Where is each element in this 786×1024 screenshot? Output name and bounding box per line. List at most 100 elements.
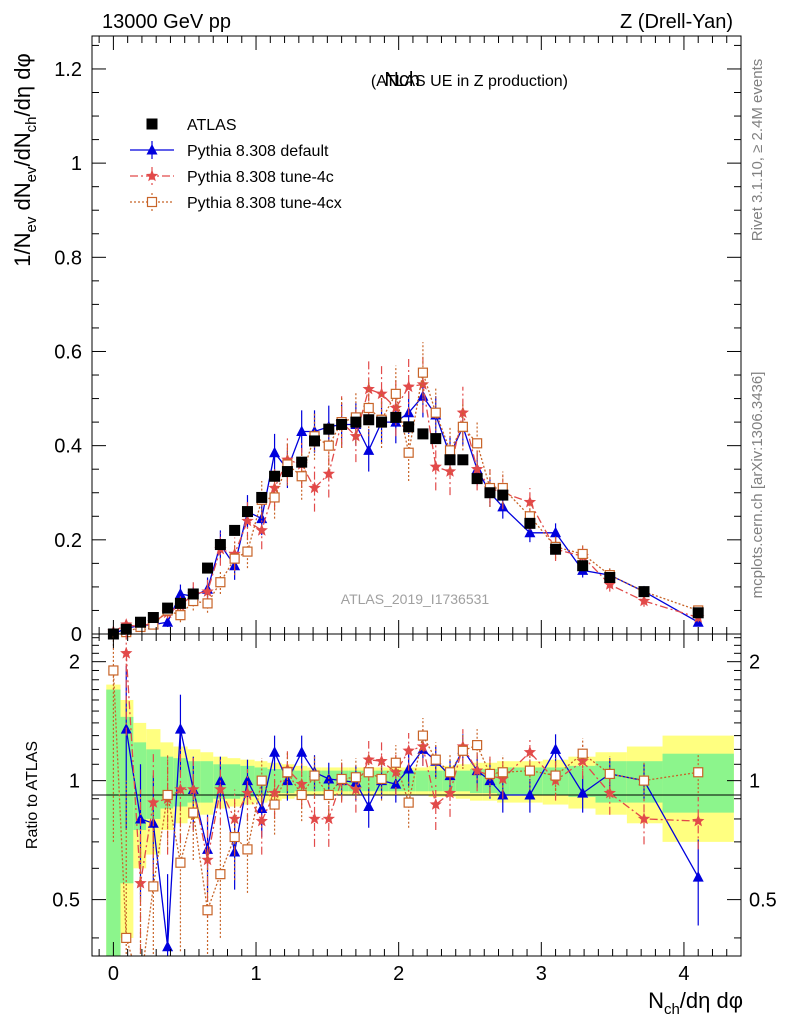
main-y-tick-label: 0.8 bbox=[54, 247, 82, 269]
main-data-point bbox=[215, 577, 226, 588]
ratio-data-point bbox=[255, 814, 268, 827]
atlas-data-point bbox=[430, 433, 442, 445]
atlas-data-point bbox=[202, 562, 214, 574]
ratio-series-line bbox=[112, 670, 699, 956]
ratio-data-point bbox=[187, 783, 200, 795]
stat-uncertainty-band bbox=[415, 770, 429, 792]
ratio-frame bbox=[91, 633, 742, 957]
ratio-data-point bbox=[524, 765, 535, 776]
atlas-data-point bbox=[638, 586, 650, 598]
main-data-point bbox=[637, 594, 651, 607]
atlas-data-point bbox=[550, 543, 562, 555]
main-data-point bbox=[390, 388, 401, 399]
main-data-point bbox=[375, 387, 388, 400]
atlas-data-point bbox=[604, 571, 616, 583]
ratio-data-point bbox=[214, 774, 226, 786]
ratio-data-point bbox=[693, 767, 704, 778]
atlas-data-point bbox=[390, 411, 402, 423]
main-data-point bbox=[523, 495, 537, 508]
ratio-data-point bbox=[309, 770, 320, 781]
ratio-y-tick-label-right: 2 bbox=[749, 652, 760, 674]
main-data-point bbox=[470, 462, 484, 475]
ratio-data-point bbox=[134, 876, 147, 889]
ratio-data-point bbox=[188, 807, 199, 818]
ratio-data-point bbox=[201, 853, 214, 866]
main-y-tick-label: 0 bbox=[71, 624, 82, 646]
atlas-data-point bbox=[256, 491, 268, 503]
atlas-data-point bbox=[269, 470, 281, 482]
main-data-point bbox=[429, 460, 442, 473]
ratio-y-axis-label: Ratio to ATLAS bbox=[24, 741, 41, 849]
ratio-data-point bbox=[638, 775, 650, 786]
ratio-data-point bbox=[550, 743, 562, 754]
main-data-point bbox=[202, 598, 213, 609]
atlas-data-point bbox=[497, 489, 509, 501]
ratio-data-point bbox=[162, 789, 173, 801]
ratio-data-point bbox=[576, 754, 589, 767]
main-ticks: 0 0.2 0.4 0.6 0.8 1 1.2 bbox=[54, 36, 741, 646]
ratio-data-point bbox=[148, 881, 159, 892]
main-series-line bbox=[113, 383, 699, 633]
main-data-point bbox=[363, 444, 375, 455]
main-data-point bbox=[175, 610, 186, 621]
ratio-data-point bbox=[637, 812, 651, 825]
stat-uncertainty-band bbox=[227, 764, 241, 799]
chart-subtitle: (ATLAS UE in Z production) bbox=[371, 73, 568, 90]
ratio-data-point bbox=[296, 746, 308, 757]
main-data-point bbox=[362, 382, 375, 395]
ratio-data-point bbox=[692, 871, 704, 882]
atlas-data-point bbox=[471, 473, 483, 485]
ratio-data-point bbox=[174, 783, 187, 795]
ratio-data-point bbox=[269, 799, 280, 810]
ratio-data-point bbox=[402, 744, 415, 757]
main-data-point bbox=[323, 440, 334, 451]
ratio-data-point bbox=[523, 745, 537, 758]
legend-label: ATLAS bbox=[187, 117, 237, 134]
ratio-data-point bbox=[174, 723, 186, 734]
main-y-tick-label: 0.6 bbox=[54, 341, 82, 363]
ratio-data-point bbox=[390, 757, 401, 768]
main-data-point bbox=[416, 377, 430, 390]
chart-title: Nch bbox=[384, 69, 420, 91]
ratio-data-point bbox=[444, 767, 456, 778]
main-data-point bbox=[255, 523, 268, 536]
atlas-data-point bbox=[363, 414, 375, 426]
atlas-data-point bbox=[484, 487, 496, 499]
ratio-data-point bbox=[242, 844, 253, 855]
legend-marker bbox=[146, 144, 158, 155]
main-data-point bbox=[201, 585, 214, 597]
atlas-data-point bbox=[577, 560, 589, 572]
legend: ATLAS Pythia 8.308 default Pythia 8.308 tu… bbox=[130, 117, 342, 212]
ratio-data-point bbox=[269, 746, 281, 757]
ratio-data-point bbox=[362, 753, 375, 765]
ratio-y-tick-label: 1 bbox=[69, 771, 80, 793]
ratio-data-point bbox=[389, 765, 402, 778]
ratio-data-point bbox=[120, 646, 133, 659]
ratio-data-point bbox=[241, 786, 254, 799]
main-data-point bbox=[308, 481, 321, 494]
ratio-data-point bbox=[363, 800, 375, 812]
main-data-point bbox=[550, 526, 562, 538]
atlas-data-point bbox=[309, 435, 321, 447]
main-data-point bbox=[443, 465, 457, 477]
atlas-data-point bbox=[174, 597, 186, 609]
atlas-data-point bbox=[417, 428, 429, 440]
ratio-data-point bbox=[162, 940, 174, 952]
main-data-point bbox=[524, 526, 536, 538]
atlas-data-point bbox=[444, 454, 456, 466]
main-y-tick-label: 1.2 bbox=[54, 59, 82, 81]
energy-label: 13000 GeV pp bbox=[102, 11, 231, 33]
atlas-data-point bbox=[147, 612, 159, 624]
ratio-data-point bbox=[577, 748, 588, 759]
stat-uncertainty-band bbox=[133, 742, 147, 831]
ratio-series-3 bbox=[108, 634, 704, 956]
ratio-data-point bbox=[241, 774, 253, 786]
main-data-point bbox=[296, 471, 307, 482]
main-data-point bbox=[268, 481, 281, 494]
ratio-data-point bbox=[429, 798, 442, 810]
legend-marker bbox=[145, 169, 159, 182]
x-tick-label: 4 bbox=[678, 963, 689, 985]
main-data-point bbox=[430, 407, 441, 418]
ratio-data-point bbox=[430, 754, 441, 765]
